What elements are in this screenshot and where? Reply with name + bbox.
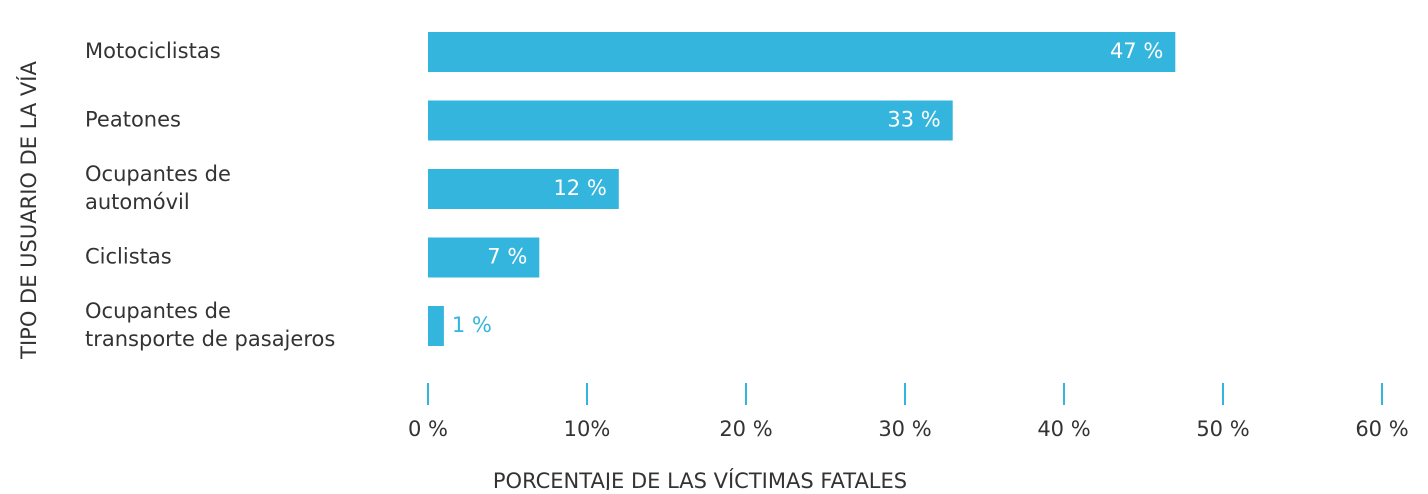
- y-tick-label: Ciclistas: [85, 245, 172, 269]
- value-label: 12 %: [553, 176, 606, 200]
- bar: [428, 100, 953, 141]
- x-axis-title: PORCENTAJE DE LAS VÍCTIMAS FATALES: [493, 468, 907, 490]
- y-tick-label: Motociclistas: [85, 39, 221, 63]
- x-tick-label: 10%: [564, 417, 611, 441]
- x-tick-label: 30 %: [878, 417, 931, 441]
- bar: [428, 306, 444, 346]
- x-tick-label: 20 %: [719, 417, 772, 441]
- bar: [428, 169, 619, 209]
- y-tick-label: Peatones: [85, 108, 181, 132]
- x-tick-label: 60 %: [1355, 417, 1408, 441]
- x-tick-label: 40 %: [1037, 417, 1090, 441]
- y-axis-title: TIPO DE USUARIO DE LA VÍA: [16, 61, 41, 360]
- y-tick-label: Ocupantes de transporte de pasajeros: [85, 299, 335, 351]
- bar: [428, 237, 540, 278]
- value-label: 47 %: [1110, 39, 1163, 63]
- value-label: 1 %: [452, 313, 492, 337]
- x-tick-label: 0 %: [408, 417, 448, 441]
- value-label: 33 %: [887, 108, 940, 132]
- bar: [428, 32, 1176, 72]
- x-tick-label: 50 %: [1196, 417, 1249, 441]
- value-label: 7 %: [487, 245, 527, 269]
- y-tick-label: Ocupantes de automóvil: [85, 162, 231, 214]
